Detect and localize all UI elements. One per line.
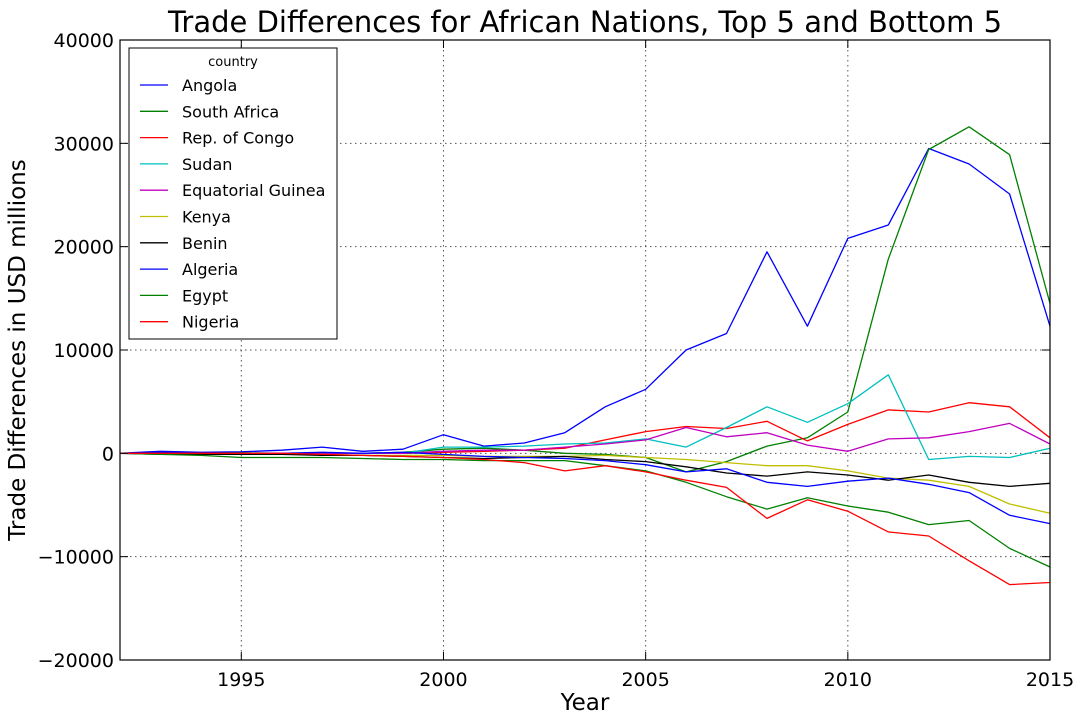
y-axis-label: Trade Differences in USD millions — [5, 159, 31, 541]
y-tick-label: 30000 — [54, 133, 114, 155]
legend-label-angola: Angola — [182, 76, 237, 95]
x-tick-label: 2010 — [824, 669, 872, 691]
legend-label-rep-of-congo: Rep. of Congo — [182, 129, 294, 148]
legend-label-kenya: Kenya — [182, 208, 231, 227]
x-tick-label: 2015 — [1026, 669, 1074, 691]
series-line-nigeria — [120, 452, 1051, 586]
legend-label-nigeria: Nigeria — [182, 313, 239, 332]
y-tick-label: 10000 — [54, 340, 114, 362]
x-tick-label: 1995 — [217, 669, 265, 691]
axis-ticks: 1995 2000 2005 2010 2015 −20000 −10000 0 10000 20… — [38, 30, 1075, 691]
x-tick-label: 2000 — [419, 669, 467, 691]
x-tick-label: 2005 — [621, 669, 669, 691]
series-line-angola — [119, 147, 1051, 454]
y-tick-label: −20000 — [38, 650, 114, 672]
x-axis-label: Year — [560, 690, 610, 716]
legend-label-algeria: Algeria — [182, 260, 238, 279]
y-tick-label: −10000 — [38, 547, 114, 569]
legend: country Angola South Africa Rep. of Congo S… — [128, 47, 338, 340]
legend-entries: Angola South Africa Rep. of Congo Sudan Equa… — [140, 76, 325, 332]
legend-label-south-africa: South Africa — [182, 102, 279, 121]
y-tick-label: 40000 — [54, 30, 114, 52]
chart-title: Trade Differences for African Nations, T… — [167, 5, 1002, 39]
series-lines — [119, 126, 1051, 586]
legend-title: country — [208, 55, 258, 70]
legend-box — [128, 47, 338, 340]
legend-label-equatorial-guinea: Equatorial Guinea — [182, 181, 325, 200]
y-tick-label: 0 — [102, 443, 114, 465]
legend-label-egypt: Egypt — [182, 286, 228, 305]
legend-label-sudan: Sudan — [182, 155, 232, 174]
y-tick-label: 20000 — [54, 237, 114, 259]
legend-label-benin: Benin — [182, 234, 228, 253]
series-line-egypt — [119, 452, 1051, 568]
